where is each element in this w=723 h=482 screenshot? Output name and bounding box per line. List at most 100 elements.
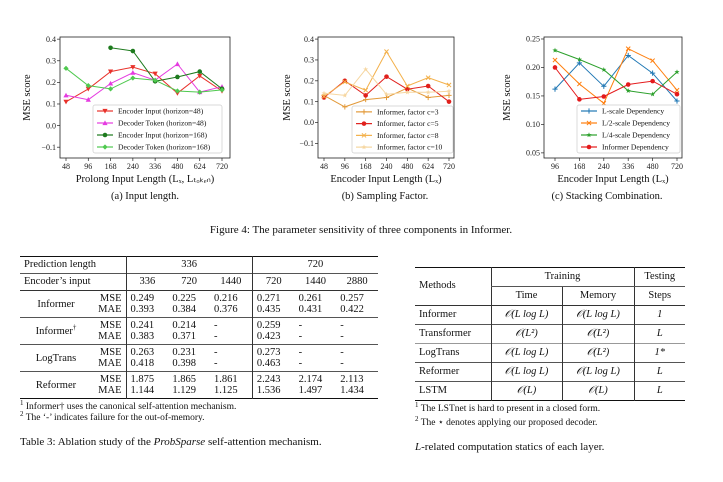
encoder-input-label: Encoder’s input <box>20 273 126 291</box>
legend-marker <box>102 144 108 150</box>
x-axis-label: Prolong Input Length (Lₓ, Lₜₒₖₑₙ) <box>76 174 215 185</box>
data-point <box>108 45 113 51</box>
group-720: 720 <box>251 256 378 274</box>
legend-label: L/2-scale Dependency <box>602 119 670 128</box>
method-name: Informer† <box>20 317 92 345</box>
x-tick-label: 480 <box>647 162 659 171</box>
series-1 <box>63 61 225 102</box>
mae-value: 0.422 <box>340 304 364 315</box>
legend-marker <box>361 132 367 138</box>
footnote-text: The ⋆ denotes applying our proposed deco… <box>420 418 598 428</box>
series-2 <box>321 49 452 99</box>
legend-label: Informer, factor c=3 <box>377 107 439 116</box>
legend: Encoder Input (horizon=48) Decoder Token … <box>92 104 223 154</box>
data-point <box>650 91 656 97</box>
time-complexity: 𝒪(L²) <box>490 324 562 344</box>
x-tick-label: 48 <box>320 162 328 171</box>
data-point <box>625 88 631 93</box>
data-point <box>674 98 680 104</box>
method-label: LogTrans <box>35 352 77 364</box>
table-row: LogTrans 𝒪(L log L) 𝒪(L²) 1* <box>415 343 685 363</box>
mae-value: 0.376 <box>213 304 238 315</box>
mse-value: 2.113 <box>340 374 364 385</box>
value-cell: 1.865 1.129 <box>168 371 210 399</box>
data-point <box>576 81 582 87</box>
y-tick-label: 0.0 <box>46 121 56 130</box>
x-tick-label: 624 <box>422 162 434 171</box>
legend-label: Encoder Input (horizon=48) <box>118 107 204 116</box>
mae-value: - <box>298 331 303 342</box>
time-complexity: 𝒪(L log L) <box>490 305 562 325</box>
data-point <box>383 91 390 97</box>
table-row: Informer MSE MAE 0.249 0.393 0.225 0.384 0.216 0… <box>20 290 378 318</box>
col-header: 720 <box>168 273 210 291</box>
legend-marker <box>102 120 108 126</box>
x-tick-label: 336 <box>622 162 634 171</box>
y-tick-label: −0.1 <box>41 143 56 152</box>
data-point <box>404 89 410 95</box>
memory-header: Memory <box>561 286 634 306</box>
mae-value: 0.423 <box>256 331 281 342</box>
data-point <box>552 57 558 63</box>
chart-0: 0.4 0.3 0.2 0.1 0.0 −0.1 48 96 168 240 336 480 624 72… <box>22 35 231 185</box>
col-header: 2880 <box>336 273 378 291</box>
legend-label: Informer, factor c=5 <box>377 119 439 128</box>
memory-complexity: 𝒪(L²) <box>561 324 634 344</box>
data-point <box>601 94 607 99</box>
plot-frame <box>317 36 455 159</box>
legend: Informer, factor c=3 Informer, factor c=5… <box>351 105 454 154</box>
metric-mae: MAE <box>98 358 122 369</box>
x-tick-label: 240 <box>598 162 610 171</box>
value-cell: -- <box>336 317 378 345</box>
mae-value: 1.497 <box>298 385 323 396</box>
mse-value: - <box>213 320 218 331</box>
data-point <box>107 80 114 86</box>
method-name: Informer <box>415 305 491 325</box>
table-3-block: Prediction length 336 720 Encoder’s inpu… <box>20 256 378 449</box>
data-point <box>425 94 431 101</box>
testing-steps: L <box>633 381 685 401</box>
method-label: Informer <box>37 298 75 310</box>
metric-mae: MAE <box>98 385 122 396</box>
footnote-text: The LSTnet is hard to present in a close… <box>420 404 601 414</box>
mse-value: 0.249 <box>130 293 155 304</box>
y-tick-label: 0.2 <box>304 77 314 86</box>
memory-complexity: 𝒪(L) <box>561 381 634 401</box>
table-4-complexity: Methods Training Testing Time Memory Ste… <box>415 267 685 401</box>
y-tick-label: 0.2 <box>46 78 56 87</box>
table3-caption: Table 3: Ablation study of the ProbSpars… <box>20 436 378 449</box>
data-point <box>174 88 181 94</box>
data-point <box>197 73 203 79</box>
legend-label: Informer Dependency <box>602 143 669 152</box>
data-point <box>130 65 136 70</box>
time-header: Time <box>490 286 562 306</box>
caption-text: Table 3: Ablation study of the <box>20 436 154 448</box>
metric-mae: MAE <box>98 304 122 315</box>
mse-value: 0.216 <box>213 293 238 304</box>
metric-labels: MSE MAE <box>92 317 126 345</box>
x-tick-label: 168 <box>360 162 372 171</box>
method-name: LSTM <box>415 381 491 401</box>
table-4-block: Methods Training Testing Time Memory Ste… <box>415 267 690 454</box>
metric-labels: MSE MAE <box>92 371 126 399</box>
legend-marker <box>102 108 108 114</box>
y-axis-label: MSE score <box>502 74 513 121</box>
data-point <box>363 93 368 98</box>
data-point <box>152 71 158 77</box>
testing-steps: L <box>633 362 685 382</box>
data-point <box>107 86 114 92</box>
data-point <box>625 52 631 59</box>
testing-header: Testing <box>633 267 685 287</box>
table-row: Informer 𝒪(L log L) 𝒪(L log L) 1 <box>415 305 685 325</box>
mse-value: 0.263 <box>130 347 155 358</box>
footnote-text: The ‘-’ indicates failure for the out-of… <box>25 413 205 423</box>
method-label: Reformer <box>35 379 77 391</box>
table-row: Informer† MSE MAE 0.241 0.383 0.214 0.371- -0.2… <box>20 317 378 345</box>
value-cell: 0.273 0.463 <box>251 344 295 372</box>
testing-steps: 1* <box>633 343 685 363</box>
data-point <box>130 75 136 81</box>
col-header: 336 <box>125 273 169 291</box>
group-336: 336 <box>125 256 253 274</box>
subcaption-c: (c) Stacking Combination. <box>551 191 663 202</box>
mse-value: 0.231 <box>172 347 196 358</box>
